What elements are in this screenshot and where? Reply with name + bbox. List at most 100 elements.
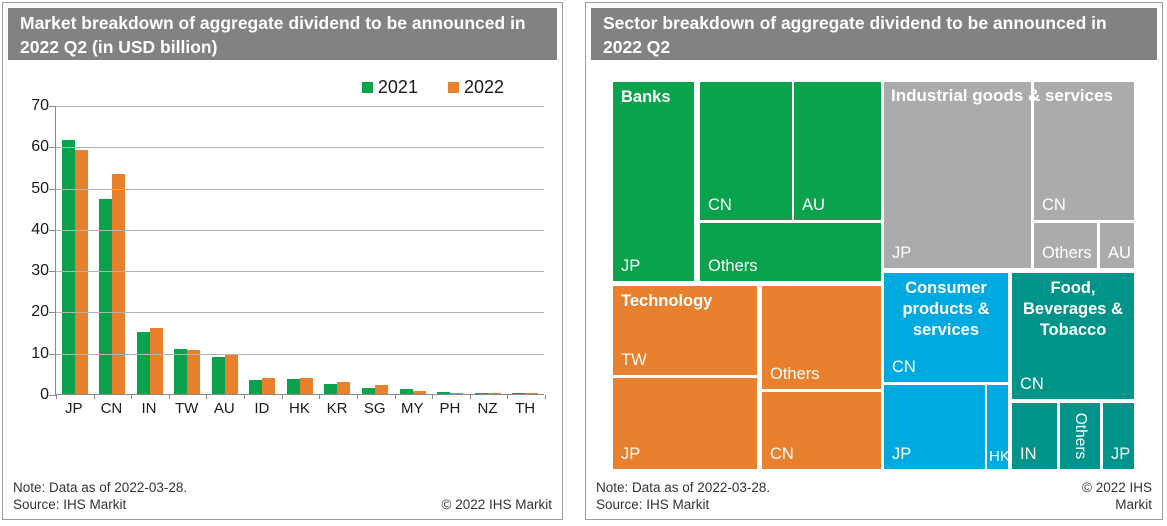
x-label-id: ID bbox=[254, 400, 270, 417]
y-tick-10 bbox=[49, 353, 56, 355]
bar-2021-in bbox=[136, 332, 150, 394]
bar-2021-sg bbox=[362, 387, 376, 394]
left-chart-title: Market breakdown of aggregate dividend t… bbox=[8, 8, 557, 60]
x-tick-7 bbox=[319, 395, 321, 399]
x-label-sg: SG bbox=[363, 400, 386, 417]
market-label-consumer-products-services-cn: CN bbox=[892, 358, 916, 376]
bar-2022-jp bbox=[74, 150, 88, 394]
bar-group-th bbox=[506, 106, 544, 394]
bar-group-jp bbox=[56, 106, 94, 394]
x-tick-8 bbox=[356, 395, 358, 399]
x-label-nz: NZ bbox=[477, 400, 498, 417]
bar-2021-ph bbox=[437, 391, 451, 394]
market-label-industrial-goods-services-cn: CN bbox=[1042, 196, 1066, 214]
x-tick-5 bbox=[244, 395, 246, 399]
legend-swatch-2021 bbox=[361, 82, 373, 93]
x-tick-3 bbox=[168, 395, 170, 399]
x-tick-10 bbox=[432, 395, 434, 399]
left-source: Source: IHS Markit bbox=[13, 496, 127, 512]
bar-2021-cn bbox=[99, 198, 113, 394]
bar-2022-my bbox=[412, 390, 426, 394]
x-label-my: MY bbox=[401, 400, 424, 417]
x-tick-2 bbox=[131, 395, 133, 399]
gridline-30 bbox=[56, 271, 544, 273]
y-tick-label-70: 70 bbox=[31, 97, 49, 114]
x-tick-1 bbox=[93, 395, 95, 399]
bar-2022-th bbox=[525, 392, 539, 394]
left-copyright: © 2022 IHS Markit bbox=[441, 496, 553, 512]
gridline-60 bbox=[56, 147, 544, 149]
market-label-technology-cn: CN bbox=[770, 445, 794, 463]
bar-group-cn bbox=[94, 106, 132, 394]
right-copyright: © 2022 IHS Markit bbox=[1082, 480, 1152, 512]
x-label-th: TH bbox=[515, 400, 536, 417]
sector-treemap: Banks JP CN AU Others JP CN Others AU Technology T… bbox=[613, 82, 1134, 469]
x-tick-13 bbox=[545, 395, 546, 399]
treemap-tile-food-beverages-tobacco-cn: Food, Beverages & Tobacco CN bbox=[1012, 273, 1134, 399]
treemap-tile-consumer-products-services-cn: Consumer products & services CN bbox=[884, 273, 1008, 382]
market-label-banks-cn: CN bbox=[708, 196, 732, 214]
y-tick-label-20: 20 bbox=[31, 303, 49, 321]
gridline-40 bbox=[56, 229, 544, 231]
treemap-tile-technology-cn: CN bbox=[762, 392, 881, 469]
treemap-tile-technology-tw: Technology TW bbox=[613, 286, 757, 375]
y-tick-30 bbox=[49, 271, 56, 273]
market-label-food-beverages-tobacco-cn: CN bbox=[1020, 375, 1044, 393]
bar-group-nz bbox=[469, 106, 507, 394]
treemap-tile-industrial-goods-services-others: Others bbox=[1034, 223, 1097, 268]
x-label-au: AU bbox=[213, 400, 235, 417]
bar-group-sg bbox=[356, 106, 394, 394]
y-tick-label-40: 40 bbox=[31, 220, 49, 238]
market-label-consumer-products-services-jp: JP bbox=[892, 445, 912, 463]
bar-2021-my bbox=[399, 389, 413, 394]
market-label-technology-jp: JP bbox=[621, 445, 641, 463]
x-axis-labels: JP CN IN TW AU ID HK KR SG MY PH NZ TH bbox=[55, 400, 544, 417]
legend-item-2021: 2021 bbox=[361, 77, 418, 98]
sector-title-food-beverages-tobacco: Food, Beverages & Tobacco bbox=[1023, 279, 1123, 339]
y-tick-label-0: 0 bbox=[40, 386, 49, 403]
y-tick-label-10: 10 bbox=[31, 344, 49, 362]
market-label-banks-au: AU bbox=[802, 196, 825, 214]
treemap-tile-consumer-products-services-hk: HK bbox=[987, 385, 1010, 469]
y-tick-70 bbox=[49, 106, 56, 107]
market-label-consumer-products-services-hk: HK bbox=[989, 448, 1010, 465]
market-label-banks-jp: JP bbox=[621, 257, 641, 275]
bar-2021-id bbox=[249, 379, 263, 394]
treemap-tile-industrial-goods-services-jp: JP bbox=[884, 82, 1031, 268]
sector-breakdown-panel: Sector breakdown of aggregate dividend t… bbox=[585, 2, 1163, 520]
bar-2022-sg bbox=[375, 384, 389, 394]
right-note: Note: Data as of 2022-03-28. bbox=[596, 480, 771, 495]
x-label-kr: KR bbox=[326, 400, 348, 417]
treemap-tile-technology-others: Others bbox=[762, 286, 881, 389]
bar-group-id bbox=[244, 106, 282, 394]
bar-2022-au bbox=[224, 353, 238, 394]
bar-group-tw bbox=[169, 106, 207, 394]
left-note: Note: Data as of 2022-03-28. bbox=[13, 480, 188, 495]
x-tick-9 bbox=[394, 395, 396, 399]
y-tick-60 bbox=[49, 147, 56, 149]
x-tick-4 bbox=[206, 395, 208, 399]
bar-group-kr bbox=[319, 106, 357, 394]
bar-2021-au bbox=[211, 356, 225, 394]
legend-item-2022: 2022 bbox=[447, 77, 504, 98]
y-tick-40 bbox=[49, 229, 56, 231]
x-label-ph: PH bbox=[439, 400, 461, 417]
y-tick-0 bbox=[49, 395, 56, 396]
bar-2022-tw bbox=[187, 350, 201, 394]
right-chart-title: Sector breakdown of aggregate dividend t… bbox=[591, 8, 1157, 60]
bars-row bbox=[56, 106, 544, 394]
bar-2021-tw bbox=[174, 348, 188, 394]
market-label-industrial-goods-services-jp: JP bbox=[892, 244, 912, 262]
bar-2022-kr bbox=[337, 382, 351, 394]
bar-2022-nz bbox=[487, 392, 501, 394]
right-note-block: Note: Data as of 2022-03-28. Source: IHS… bbox=[596, 480, 770, 513]
bar-2021-jp bbox=[61, 140, 75, 394]
treemap-tile-industrial-goods-services-cn: CN bbox=[1034, 82, 1134, 220]
x-label-tw: TW bbox=[174, 400, 199, 417]
treemap-tile-banks-jp: Banks JP bbox=[613, 82, 694, 281]
x-label-cn: CN bbox=[100, 400, 123, 417]
treemap-tile-food-beverages-tobacco-in: IN bbox=[1012, 403, 1057, 469]
y-tick-label-50: 50 bbox=[31, 179, 49, 197]
bar-2021-nz bbox=[474, 392, 488, 394]
market-breakdown-panel: Market breakdown of aggregate dividend t… bbox=[2, 2, 563, 520]
